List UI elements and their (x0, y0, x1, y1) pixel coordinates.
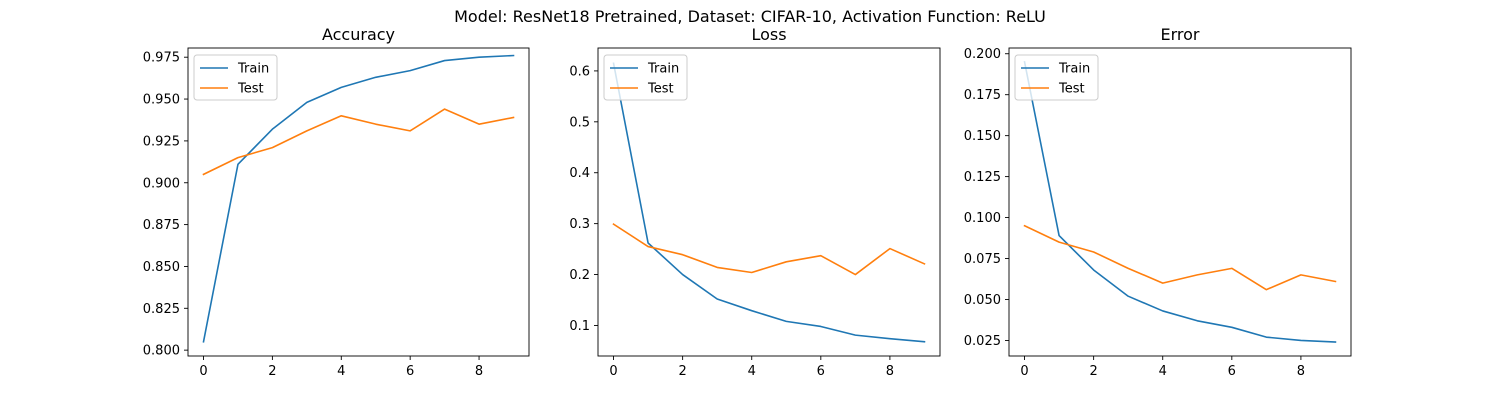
figure-suptitle: Model: ResNet18 Pretrained, Dataset: CIF… (454, 7, 1046, 26)
y-tick-label: 0.875 (143, 218, 180, 233)
x-tick-label: 8 (475, 364, 483, 379)
legend-label-test: Test (647, 82, 674, 97)
x-tick-label: 8 (886, 364, 894, 379)
legend: Train Test (1014, 54, 1099, 101)
y-tick-label: 0.925 (143, 134, 180, 149)
subplot-loss: Loss 0 2 4 6 8 0.1 0.2 0.3 0.4 0.5 0.6 Train Test (569, 25, 941, 379)
axes-frame (187, 47, 530, 357)
x-tick-label: 2 (1089, 364, 1097, 379)
y-tick-label: 0.200 (964, 47, 1001, 62)
x-tick-label: 6 (1228, 364, 1236, 379)
x-tick-label: 6 (406, 364, 414, 379)
y-tick-label: 0.150 (964, 129, 1001, 144)
axes-frame (1008, 47, 1352, 357)
legend: Train Test (603, 54, 688, 101)
y-tick-label: 0.975 (143, 51, 180, 66)
x-tick-label: 0 (609, 364, 617, 379)
x-tick-label: 4 (337, 364, 345, 379)
y-tick-label: 0.2 (569, 268, 590, 283)
series-line-test (612, 223, 926, 276)
y-tick-label: 0.100 (964, 211, 1001, 226)
y-tick-label: 0.800 (143, 344, 180, 359)
subplot-error: Error 0 2 4 6 8 0.025 0.050 0.075 0.100 0.125 0.150… (964, 25, 1352, 379)
y-tick-label: 0.900 (143, 176, 180, 191)
x-tick-label: 0 (199, 364, 207, 379)
legend-label-test: Test (237, 82, 264, 97)
y-tick-label: 0.1 (569, 319, 590, 334)
y-tick-label: 0.950 (143, 93, 180, 108)
subplot-title: Loss (751, 25, 786, 44)
legend: Train Test (193, 54, 278, 101)
axes-frame (597, 47, 941, 357)
series-line-test (1023, 224, 1337, 291)
series-line-train (1023, 60, 1337, 343)
y-tick-label: 0.125 (964, 170, 1001, 185)
legend-label-train: Train (237, 62, 269, 77)
y-tick-label: 0.175 (964, 88, 1001, 103)
legend-label-test: Test (1058, 82, 1085, 97)
y-tick-label: 0.850 (143, 260, 180, 275)
subplot-title: Error (1161, 25, 1200, 44)
y-tick-label: 0.050 (964, 293, 1001, 308)
y-tick-label: 0.075 (964, 252, 1001, 267)
subplots: Accuracy 0 2 4 6 8 0.800 0.825 0.850 0.875 0.900 0.… (143, 25, 1352, 379)
x-tick-label: 2 (268, 364, 276, 379)
y-tick-label: 0.4 (569, 166, 590, 181)
x-tick-label: 8 (1297, 364, 1305, 379)
series-line-train (612, 62, 926, 343)
legend-label-train: Train (647, 62, 679, 77)
y-tick-label: 0.825 (143, 302, 180, 317)
x-tick-label: 6 (817, 364, 825, 379)
subplot-title: Accuracy (322, 25, 395, 44)
series-line-test (202, 108, 515, 176)
series-line-train (202, 54, 515, 343)
x-tick-label: 0 (1020, 364, 1028, 379)
y-tick-label: 0.5 (569, 115, 590, 130)
y-tick-label: 0.6 (569, 64, 590, 79)
y-tick-label: 0.3 (569, 217, 590, 232)
x-tick-label: 4 (1159, 364, 1167, 379)
legend-label-train: Train (1058, 62, 1090, 77)
y-tick-label: 0.025 (964, 334, 1001, 349)
x-tick-label: 2 (678, 364, 686, 379)
x-tick-label: 4 (748, 364, 756, 379)
subplot-accuracy: Accuracy 0 2 4 6 8 0.800 0.825 0.850 0.875 0.900 0.… (143, 25, 530, 379)
